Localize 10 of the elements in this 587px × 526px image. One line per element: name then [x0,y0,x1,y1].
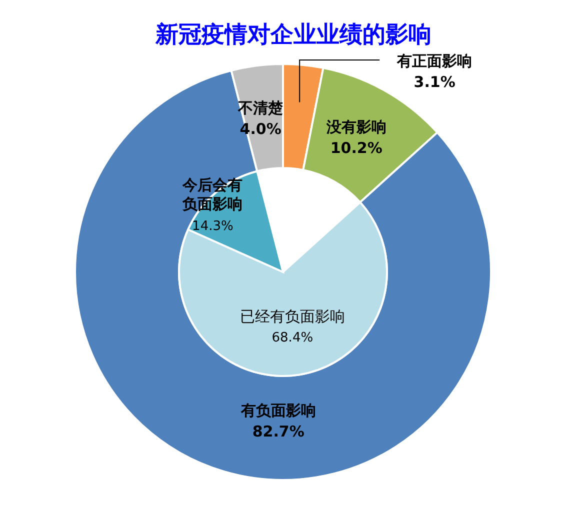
slice-label: 没有影响 [325,118,386,136]
data-label: 10.2% [330,139,382,158]
chart-title: 新冠疫情对企业业绩的影响 [154,21,432,48]
data-label: 82.7% [252,422,304,440]
data-label: 14.3% [192,218,234,234]
slice-label: 有负面影响 [240,401,316,420]
slice-label: 已经有负面影响 [240,308,345,326]
data-label: 3.1% [414,73,456,91]
slice-label: 有正面影响 [396,52,472,70]
data-label: 68.4% [272,330,314,346]
